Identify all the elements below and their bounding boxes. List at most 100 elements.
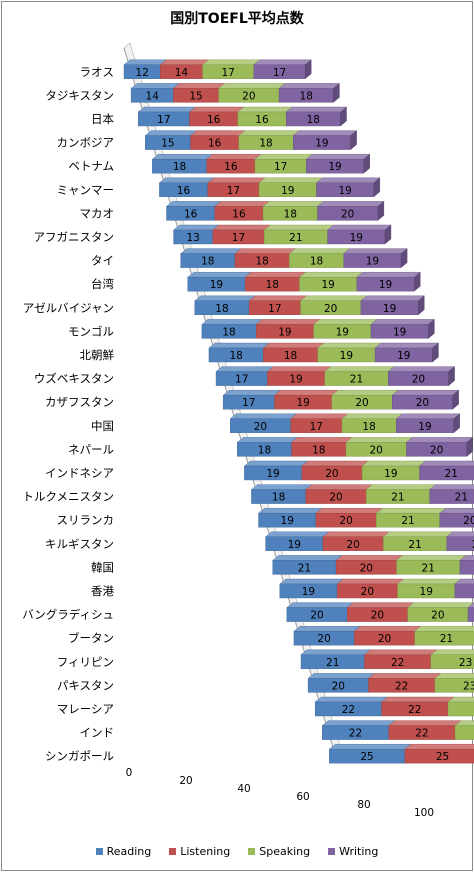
data-label: 21 <box>445 468 458 480</box>
data-label: 18 <box>312 444 325 456</box>
legend-swatch <box>169 848 177 855</box>
data-label: 17 <box>268 303 281 315</box>
bar-segment-writing <box>395 413 461 434</box>
data-label: 14 <box>146 90 160 102</box>
bar-segment-reading <box>144 130 198 150</box>
data-label: 17 <box>222 67 235 79</box>
data-label: 17 <box>227 185 240 197</box>
data-label: 19 <box>288 539 301 551</box>
bar-segment-speaking <box>299 295 368 315</box>
data-label: 17 <box>157 114 170 126</box>
bar-segment-speaking <box>258 177 323 198</box>
data-label: 20 <box>341 208 354 220</box>
bar-segment-writing <box>370 318 435 339</box>
data-label: 18 <box>307 114 320 126</box>
data-label: 21 <box>298 562 311 574</box>
legend-item-listening: Listening <box>169 845 230 858</box>
data-label: 21 <box>408 539 421 551</box>
bar-segment-reading <box>187 272 252 292</box>
data-label: 19 <box>420 586 433 598</box>
category-label: シンガポール <box>45 749 114 763</box>
data-label: 13 <box>187 232 200 244</box>
data-label: 20 <box>324 303 337 315</box>
bar-segment-reading <box>243 460 309 481</box>
bar-segment-listening <box>388 720 462 740</box>
category-label: ネパール <box>68 442 114 456</box>
category-label: インド <box>80 726 115 740</box>
bar-segment-speaking <box>288 248 351 268</box>
bar-segment-listening <box>214 201 270 221</box>
bar-segment-reading <box>137 106 197 127</box>
bar-segment-speaking <box>317 342 382 363</box>
data-label: 20 <box>310 610 323 622</box>
bar-segment-speaking <box>434 673 474 693</box>
legend-swatch <box>248 848 256 855</box>
bar-segment-listening <box>322 531 390 551</box>
bar-segment-speaking <box>262 201 325 221</box>
category-label: アゼルバイジャン <box>23 301 114 315</box>
bar-segment-reading <box>314 696 389 717</box>
bar-segment-writing <box>429 484 474 504</box>
bar-segment-listening <box>255 319 321 339</box>
data-label: 19 <box>338 185 351 197</box>
bar-segment-speaking <box>313 319 378 339</box>
bar-segment-reading <box>300 649 371 669</box>
bar-segment-writing <box>446 531 474 551</box>
bar-segment-speaking <box>382 531 454 551</box>
category-label: アフガニスタン <box>34 230 115 244</box>
data-label: 19 <box>397 350 410 362</box>
bar-segment-listening <box>234 248 296 268</box>
data-label: 18 <box>255 256 268 268</box>
x-tick-label: 80 <box>357 799 370 811</box>
bar-segment-listening <box>336 578 405 599</box>
x-tick-label: 60 <box>296 791 309 803</box>
category-label: バングラディシュ <box>22 608 114 622</box>
category-label: ラオス <box>80 65 115 79</box>
category-label: 香港 <box>91 584 114 598</box>
bar-segment-reading <box>222 390 282 410</box>
bar-segment-speaking <box>407 602 474 622</box>
data-label: 15 <box>161 138 174 150</box>
x-tick-label: 0 <box>126 767 133 779</box>
bar-segment-writing <box>305 153 371 174</box>
category-label: フィリピン <box>57 655 114 669</box>
data-label: 20 <box>430 444 443 456</box>
data-label: 22 <box>395 680 408 692</box>
category-label: タイ <box>91 254 114 268</box>
bar-segment-speaking <box>324 366 395 386</box>
bar-segment-writing <box>360 295 425 316</box>
bar-segment-speaking <box>237 106 293 127</box>
x-tick-label: 100 <box>414 807 434 819</box>
data-label: 19 <box>379 279 392 291</box>
x-tick-label: 40 <box>237 783 250 795</box>
data-label: 19 <box>328 161 341 173</box>
bar-segment-reading <box>265 531 330 551</box>
bar-segment-listening <box>346 602 415 622</box>
bar-segment-reading <box>250 484 313 504</box>
data-label: 20 <box>370 444 383 456</box>
bar-segment-writing <box>405 436 474 457</box>
bar-segment-reading <box>321 720 396 740</box>
data-label: 20 <box>329 492 342 504</box>
bar-segment-reading <box>257 508 323 528</box>
data-label: 21 <box>350 374 363 386</box>
bar-segment-speaking <box>447 696 474 717</box>
data-label: 21 <box>391 492 404 504</box>
data-label: 21 <box>326 657 339 669</box>
data-label: 19 <box>418 421 431 433</box>
data-label: 18 <box>266 279 279 291</box>
legend-label: Writing <box>339 845 379 858</box>
data-label: 21 <box>440 633 453 645</box>
bar-segment-writing <box>316 200 385 221</box>
category-label: 日本 <box>91 112 114 126</box>
bar-segment-speaking <box>341 413 403 433</box>
bar-segment-speaking <box>365 484 437 504</box>
legend-swatch <box>95 848 103 855</box>
data-label: 19 <box>281 515 294 527</box>
data-label: 19 <box>383 303 396 315</box>
data-label: 21 <box>401 515 414 527</box>
category-label: 韓国 <box>91 560 114 574</box>
data-label: 17 <box>274 161 287 173</box>
bar-segment-writing <box>292 130 358 151</box>
data-label: 12 <box>135 67 148 79</box>
